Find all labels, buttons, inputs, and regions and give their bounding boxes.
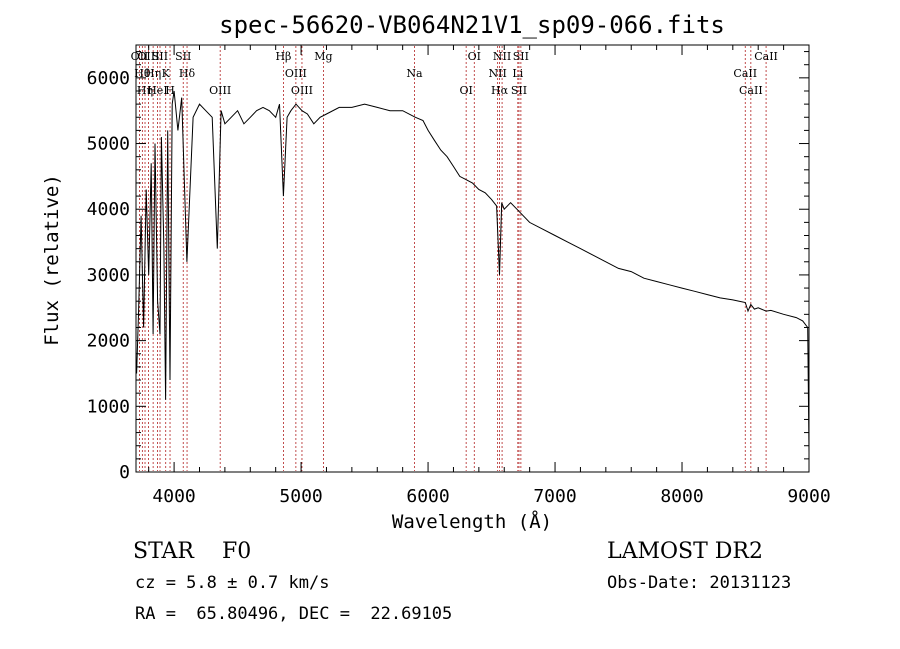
spectrum-series-line <box>136 90 810 453</box>
observation-date: Obs-Date: 20131123 <box>607 573 792 593</box>
marker-label-8: H <box>165 84 175 97</box>
marker-label-11: OIII <box>209 84 231 97</box>
y-tick-label-5000: 5000 <box>87 134 130 155</box>
x-tick-label-9000: 9000 <box>787 486 830 507</box>
survey-name: LAMOST DR2 <box>607 539 763 564</box>
y-tick-label-6000: 6000 <box>87 68 130 89</box>
object-class: STAR F0 <box>133 539 252 564</box>
coordinates: RA = 65.80496, DEC = 22.69105 <box>135 604 453 624</box>
y-axis-label: Flux (relative) <box>41 174 63 346</box>
marker-label-12: Hβ <box>275 50 291 63</box>
x-tick-label-7000: 7000 <box>533 486 576 507</box>
marker-label-3: OIII <box>137 50 159 63</box>
marker-label-14: OIII <box>291 84 313 97</box>
marker-label-16: Na <box>406 67 423 80</box>
marker-label-9: SII <box>175 50 191 63</box>
x-tick-label-4000: 4000 <box>152 486 195 507</box>
y-tick-label-3000: 3000 <box>87 265 130 286</box>
marker-label-26: CaII <box>739 84 763 97</box>
marker-label-25: CaII <box>733 67 757 80</box>
marker-label-23: SII <box>511 84 527 97</box>
marker-label-5: HeI <box>147 84 167 97</box>
marker-label-6: SII <box>152 50 168 63</box>
marker-label-4: Hη <box>145 67 161 80</box>
y-tick-label-2000: 2000 <box>87 331 130 352</box>
chart-title: spec-56620-VB064N21V1_sp09-066.fits <box>219 11 725 39</box>
marker-label-19: NII <box>488 67 506 80</box>
marker-label-27: CaII <box>754 50 778 63</box>
marker-label-1: Hθ <box>134 67 151 80</box>
marker-label-2: Hη <box>137 84 153 97</box>
marker-label-24: SII <box>513 50 529 63</box>
plot-frame <box>135 44 810 473</box>
redshift-cz: cz = 5.8 ± 0.7 km/s <box>135 573 330 593</box>
spectral-line-labels: OIIHθHηOIIIHηHeISIIKHSIIHδOIIIHβOIIIOIII… <box>131 50 778 97</box>
marker-label-7: K <box>162 67 171 80</box>
x-axis-label: Wavelength (Å) <box>392 510 552 533</box>
marker-label-21: NII <box>493 50 511 63</box>
marker-label-0: OII <box>131 50 149 63</box>
x-tick-label-6000: 6000 <box>406 486 449 507</box>
marker-label-17: OI <box>459 84 472 97</box>
y-axis-ticks: 0 1000 2000 3000 4000 5000 6000 <box>87 51 809 483</box>
marker-label-22: Li <box>512 67 523 80</box>
marker-label-15: Mg <box>314 50 332 63</box>
y-tick-label-1000: 1000 <box>87 396 130 417</box>
marker-label-10: Hδ <box>179 67 196 80</box>
x-tick-label-5000: 5000 <box>279 486 322 507</box>
marker-label-20: Hα <box>491 84 509 97</box>
x-axis-ticks: 4000 5000 6000 7000 8000 9000 <box>148 45 831 507</box>
x-tick-label-8000: 8000 <box>660 486 703 507</box>
marker-label-18: OI <box>468 50 481 63</box>
marker-label-13: OIII <box>285 67 307 80</box>
y-tick-label-4000: 4000 <box>87 199 130 220</box>
y-tick-label-0: 0 <box>119 462 130 483</box>
